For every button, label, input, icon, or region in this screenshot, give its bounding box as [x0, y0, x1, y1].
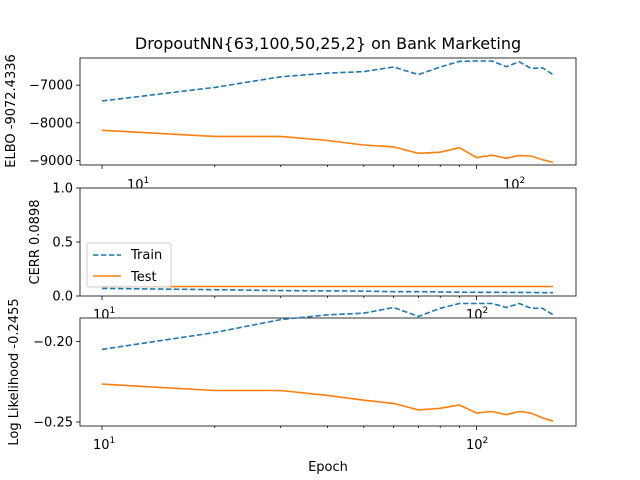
legend-test-label: Test	[130, 270, 157, 285]
elbo-axes: −9000−8000−7000 101 102 ELBO -9072.4336	[4, 54, 577, 193]
elbo-xtick-10-exp: 1	[144, 176, 150, 186]
loglik-y-ticks: −0.25 −0.20	[33, 335, 80, 430]
cerr-y-ticks: 0.0 0.5 1.0	[52, 182, 80, 305]
legend: Train Test	[86, 242, 172, 288]
cerr-line-train	[101, 287, 553, 294]
cerr-ytick-label: 0.5	[52, 236, 73, 251]
elbo-axes-frame	[79, 57, 577, 166]
elbo-xtick-100-exp: 2	[520, 176, 526, 186]
x-axis-label: Epoch	[308, 460, 348, 475]
elbo-ytick-label: −9000	[29, 154, 73, 169]
loglik-series	[101, 302, 554, 422]
cerr-y-axis-label: CERR 0.0898	[28, 200, 43, 285]
loglik-ytick-label: −0.25	[33, 415, 73, 430]
cerr-xtick-100-exp: 2	[483, 306, 489, 316]
cerr-xtick-10-exp: 1	[110, 306, 116, 316]
elbo-line-test	[101, 129, 554, 164]
elbo-y-ticks: −9000 −8000 −7000	[29, 79, 80, 169]
loglik-y-axis-label: Log Likelihood -0.2455	[7, 298, 22, 445]
loglik-xtick-label-100: 102	[466, 436, 488, 453]
loglik-xtick-10-exp: 1	[110, 436, 116, 446]
cerr-ytick-label: 1.0	[52, 182, 73, 197]
loglik-xtick-100-base: 10	[466, 438, 483, 453]
loglik-xtick-100-exp: 2	[483, 436, 489, 446]
loglik-ytick-label: −0.20	[33, 335, 73, 350]
cerr-ytick-label: 0.0	[52, 290, 73, 305]
legend-train-label: Train	[130, 248, 162, 263]
elbo-ytick-label: −7000	[29, 79, 73, 94]
cerr-series	[101, 285, 553, 294]
elbo-ytick-label: −8000	[29, 116, 73, 131]
elbo-y-axis-label: ELBO -9072.4336	[4, 54, 19, 168]
loglik-line-test	[101, 383, 554, 422]
loglik-x-ticks: 101 102	[93, 426, 488, 453]
cerr-axes: 0.00.51.0 101 102 CERR 0.0898 Train Test	[28, 182, 577, 323]
loglik-axes: −0.25−0.20 101 102 Log Likelihood -0.245…	[7, 298, 577, 475]
elbo-series	[101, 60, 554, 164]
elbo-line-train	[101, 60, 554, 102]
chart-title: DropoutNN{63,100,50,25,2} on Bank Market…	[135, 34, 521, 53]
loglik-axes-frame	[79, 317, 577, 427]
loglik-xtick-10-base: 10	[93, 438, 110, 453]
loglik-line-train	[101, 302, 554, 351]
loglik-xtick-label-10: 101	[93, 436, 115, 453]
